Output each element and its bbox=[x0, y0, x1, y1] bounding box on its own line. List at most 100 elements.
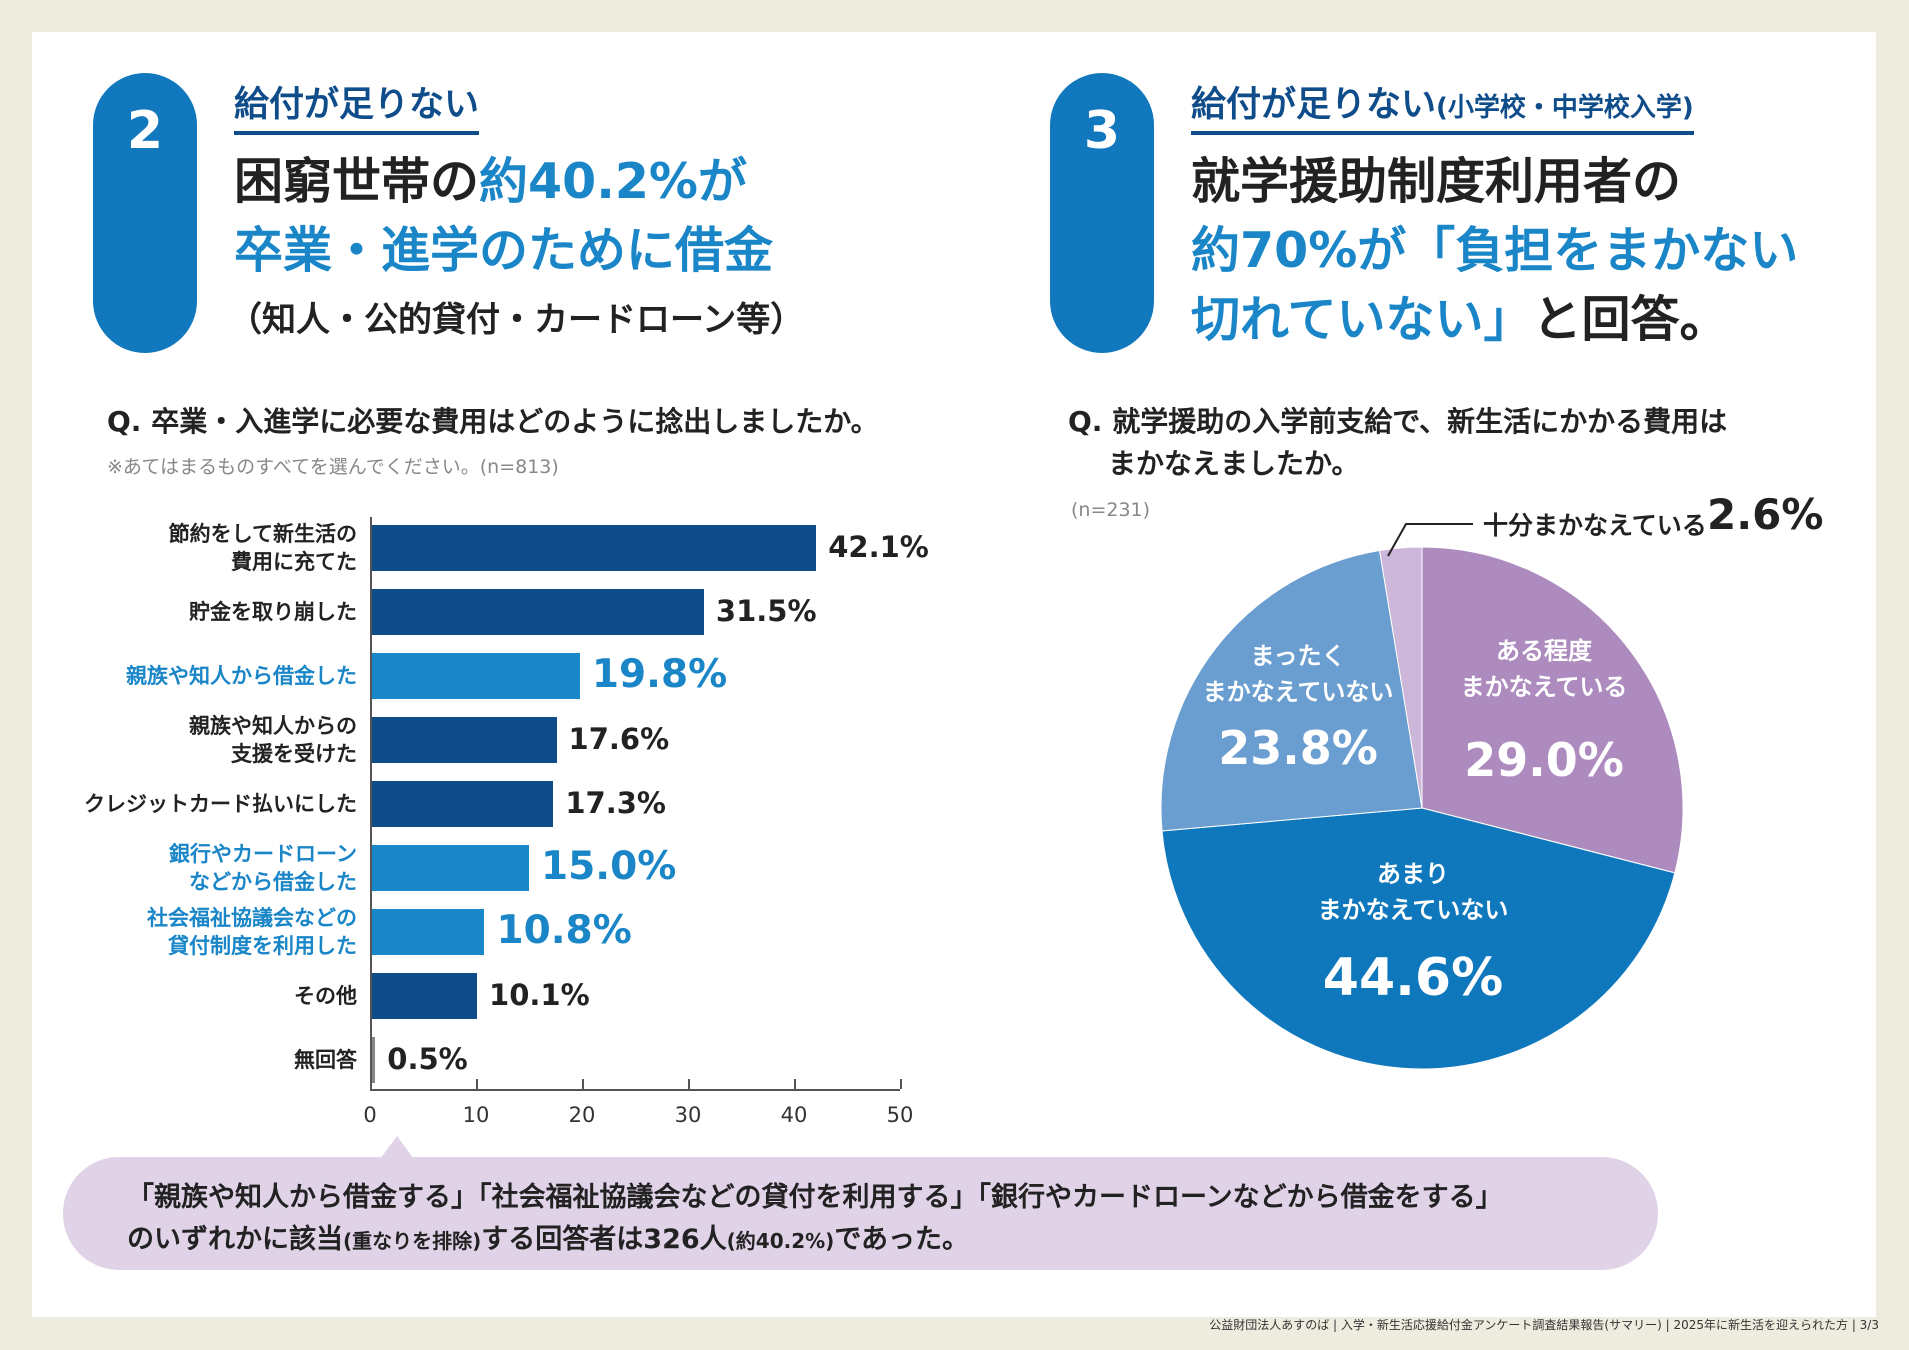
bar-category-label: 節約をして新生活の費用に充てた bbox=[169, 520, 357, 576]
kicker-small: (小学校・中学校入学) bbox=[1436, 93, 1694, 123]
bar-value-label: 42.1% bbox=[828, 530, 929, 564]
bar-category-label: 親族や知人から借金した bbox=[126, 662, 357, 690]
headline-highlight: 約40.2%が bbox=[479, 153, 748, 210]
bar bbox=[370, 1037, 376, 1083]
bar-value-label: 17.6% bbox=[568, 722, 670, 756]
label-line: 貯金を取り崩した bbox=[189, 600, 357, 624]
label-line: その他 bbox=[294, 984, 357, 1008]
pie-slice-label: まかなえていない bbox=[1317, 896, 1509, 924]
kicker-text: 給付が足りない bbox=[1191, 85, 1437, 125]
headline-line3: 切れていない」と回答。 bbox=[1191, 286, 1729, 354]
leader-line bbox=[1387, 523, 1473, 557]
section-kicker: 給付が足りない bbox=[234, 76, 480, 135]
x-tick bbox=[900, 1079, 902, 1089]
bar-value-label: 17.3% bbox=[565, 786, 666, 820]
pie-value-label: 44.6% bbox=[1322, 948, 1504, 1008]
headline-line1: 困窮世帯の約40.2%が bbox=[234, 148, 747, 216]
question-text: Q. 就学援助の入学前支給で、新生活にかかる費用は bbox=[1068, 405, 1728, 438]
bar-value-label: 15.0% bbox=[541, 844, 677, 889]
pie-value-label: 29.0% bbox=[1464, 733, 1624, 787]
headline-line2: 約70%が「負担をまかない bbox=[1191, 222, 1799, 279]
callout-pointer bbox=[380, 1136, 414, 1159]
label-line: クレジットカード払いにした bbox=[84, 792, 357, 816]
x-tick bbox=[370, 1079, 372, 1089]
bar-category-label: 貯金を取り崩した bbox=[189, 598, 357, 626]
callout-text: する回答者は326人 bbox=[481, 1224, 727, 1255]
x-tick bbox=[794, 1079, 796, 1089]
x-tick bbox=[582, 1079, 584, 1089]
pie-slice-label: まかなえていない bbox=[1202, 678, 1394, 706]
bar bbox=[370, 525, 817, 571]
pie-slice bbox=[1421, 546, 1684, 874]
sample-note: ※あてはまるものすべてを選んでください。(n=813) bbox=[107, 456, 559, 478]
headline-highlight: 切れていない」 bbox=[1191, 291, 1533, 348]
bar-category-label: 無回答 bbox=[294, 1046, 357, 1074]
pie-value-label: 2.6% bbox=[1707, 490, 1824, 539]
bar bbox=[370, 909, 485, 955]
label-line: 貸付制度を利用した bbox=[168, 934, 357, 958]
bar-category-label: その他 bbox=[294, 982, 357, 1010]
question-text: Q. 卒業・入進学に必要な費用はどのように捻出しましたか。 bbox=[107, 405, 879, 438]
bar bbox=[370, 589, 704, 635]
x-tick-label: 50 bbox=[886, 1103, 914, 1127]
callout-small: (約40.2%) bbox=[726, 1229, 835, 1253]
label-line: 社会福祉協議会などの bbox=[147, 906, 357, 930]
x-tick-label: 40 bbox=[780, 1103, 808, 1127]
pie-slice bbox=[1160, 549, 1423, 832]
label-line: 銀行やカードローン bbox=[169, 842, 357, 866]
sample-note: (n=231) bbox=[1071, 499, 1151, 521]
headline-text: と回答。 bbox=[1532, 291, 1729, 348]
callout-line2: のいずれかに該当(重なりを排除)する回答者は326人(約40.2%)であった。 bbox=[127, 1219, 1594, 1262]
callout-text: のいずれかに該当 bbox=[127, 1224, 343, 1255]
pie-slice-label: ある程度 bbox=[1496, 637, 1592, 665]
bar bbox=[370, 717, 557, 763]
bar bbox=[370, 973, 478, 1019]
bar bbox=[370, 653, 580, 699]
x-tick-label: 20 bbox=[568, 1103, 596, 1127]
section-number-badge: 3 bbox=[1050, 73, 1154, 353]
x-tick-label: 30 bbox=[674, 1103, 702, 1127]
bar-category-label: 銀行やカードローンなどから借金した bbox=[169, 840, 357, 896]
bar-value-label: 31.5% bbox=[715, 594, 817, 628]
label-line: 無回答 bbox=[294, 1048, 357, 1072]
headline-text: 困窮世帯の bbox=[234, 153, 480, 210]
pie-value-label: 23.8% bbox=[1218, 721, 1378, 775]
y-axis-line bbox=[370, 517, 372, 1089]
headline-line2: 卒業・進学のために借金 bbox=[234, 222, 774, 279]
bar-value-label: 10.1% bbox=[489, 978, 590, 1012]
bar-value-label: 0.5% bbox=[387, 1042, 468, 1076]
headline-line3: （知人・公的貸付・カードローン等） bbox=[228, 300, 805, 340]
label-line: 費用に充てた bbox=[231, 550, 357, 574]
label-line: 節約をして新生活の bbox=[168, 522, 357, 546]
headline-line1: 就学援助制度利用者の bbox=[1191, 153, 1682, 210]
x-axis-line bbox=[370, 1089, 900, 1091]
section-number-badge: 2 bbox=[93, 73, 197, 353]
label-line: 親族や知人から借金した bbox=[126, 664, 357, 688]
callout-small: (重なりを排除) bbox=[343, 1229, 482, 1253]
bar-category-label: 社会福祉協議会などの貸付制度を利用した bbox=[147, 904, 357, 960]
bar bbox=[370, 845, 529, 891]
pie-slice bbox=[1161, 807, 1676, 1070]
footer: 公益財団法人あすのば | 入学・新生活応援給付金アンケート調査結果報告(サマリー… bbox=[1209, 1318, 1879, 1332]
question-text-2: まかなえましたか。 bbox=[1108, 447, 1360, 480]
x-tick-label: 0 bbox=[363, 1103, 377, 1127]
bar-category-label: クレジットカード払いにした bbox=[84, 790, 357, 818]
summary-callout: 「親族や知人から借金する」「社会福祉協議会などの貸付を利用する」「銀行やカードロ… bbox=[63, 1157, 1658, 1270]
pie-slice-label: まったく bbox=[1250, 642, 1346, 670]
label-line: などから借金した bbox=[189, 870, 357, 894]
callout-text: であった。 bbox=[834, 1224, 970, 1255]
x-tick bbox=[688, 1079, 690, 1089]
bar bbox=[370, 781, 554, 827]
callout-line1: 「親族や知人から借金する」「社会福祉協議会などの貸付を利用する」「銀行やカードロ… bbox=[127, 1182, 1503, 1213]
pie-slice-label: 十分まかなえている bbox=[1483, 511, 1707, 540]
x-tick bbox=[476, 1079, 478, 1089]
bar-value-label: 19.8% bbox=[591, 652, 728, 697]
section-kicker: 給付が足りない(小学校・中学校入学) bbox=[1191, 76, 1694, 135]
pie-slice-label: まかなえている bbox=[1460, 673, 1628, 701]
bar-value-label: 10.8% bbox=[496, 908, 632, 953]
bar-category-label: 親族や知人からの 支援を受けた bbox=[189, 712, 357, 768]
label-line: 支援を受けた bbox=[231, 742, 357, 766]
pie-slice bbox=[1378, 546, 1423, 809]
pie-slice-label: あまり bbox=[1377, 860, 1449, 888]
